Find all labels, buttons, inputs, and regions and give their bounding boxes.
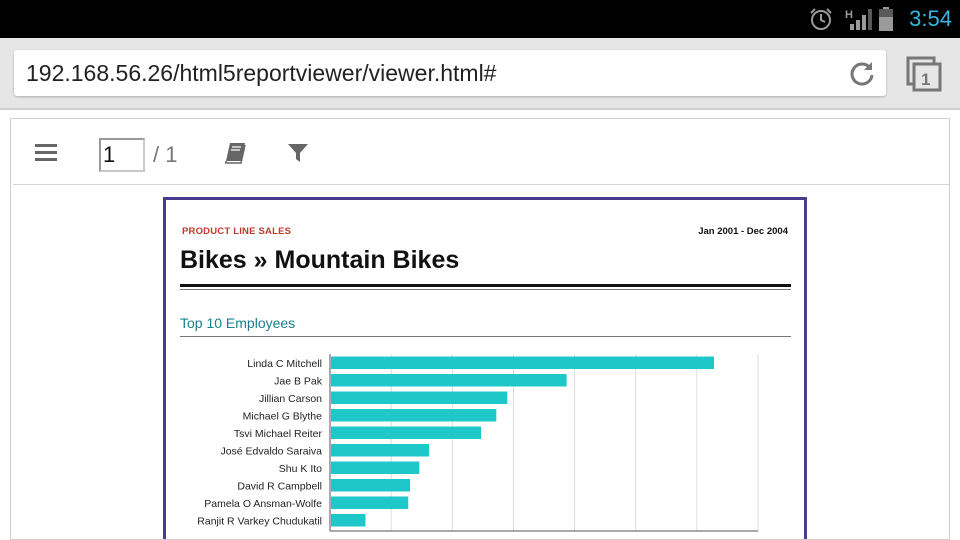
chart-category-label: Tsvi Michael Reiter [234,428,323,440]
report-tag: PRODUCT LINE SALES [182,226,292,237]
chart-bar [331,479,411,492]
chart-subtitle: Top 10 Employees [180,315,296,331]
viewer-toolbar: 1 / 1 [13,121,949,185]
chart-bar [331,461,420,474]
chart-category-label: Linda C Mitchell [247,358,322,370]
url-field[interactable]: 192.168.56.26/html5reportviewer/viewer.h… [14,50,886,96]
chart-bar [331,391,508,404]
status-bar: H 3:54 [0,0,960,38]
chart-category-label: Pamela O Ansman-Wolfe [204,498,322,510]
chart-category-label: David R Campbell [237,480,322,492]
clock-time: 3:54 [909,6,952,31]
total-pages: / 1 [153,142,178,167]
employee-bar-chart: Linda C Mitchell Jae B Pak Jillian Carson M… [197,354,759,532]
chart-category-label: Shu K Ito [279,463,322,475]
chart-bar [331,496,409,509]
report-title: Bikes » Mountain Bikes [180,246,460,274]
battery-icon [878,0,894,38]
chart-category-label: Jillian Carson [259,393,322,405]
tabs-icon[interactable]: 1 [904,56,944,96]
report-date-range: Jan 2001 - Dec 2004 [698,226,788,237]
chart-bar [331,514,366,527]
page-number-input[interactable]: 1 [99,138,145,172]
title-rule [180,284,791,287]
alarm-icon [808,0,834,38]
svg-text:H: H [845,9,853,21]
signal-icon: H [844,0,874,38]
report-viewer: 1 / 1 PRODUCT LINE SALES Jan 2001 - Dec … [10,118,950,540]
reload-icon[interactable] [848,59,876,87]
chart-category-label: Michael G Blythe [243,410,323,422]
chart-bar [331,444,430,457]
subtitle-rule [180,336,791,337]
chart-bar [331,426,482,439]
chart-category-label: Jae B Pak [274,375,323,387]
chart-bar [331,374,567,387]
book-icon[interactable] [223,141,247,165]
title-rule-thin [180,289,791,290]
url-text[interactable]: 192.168.56.26/html5reportviewer/viewer.h… [26,60,497,86]
chart-bar [331,356,714,369]
filter-icon[interactable] [287,142,309,164]
tab-count: 1 [921,70,930,89]
menu-icon[interactable] [35,143,57,163]
report-page: PRODUCT LINE SALES Jan 2001 - Dec 2004 B… [163,197,807,539]
browser-address-bar: 192.168.56.26/html5reportviewer/viewer.h… [0,38,960,110]
chart-category-label: Ranjit R Varkey Chudukatil [197,515,322,527]
chart-bar [331,409,497,422]
chart-category-label: José Edvaldo Saraiva [220,445,322,457]
